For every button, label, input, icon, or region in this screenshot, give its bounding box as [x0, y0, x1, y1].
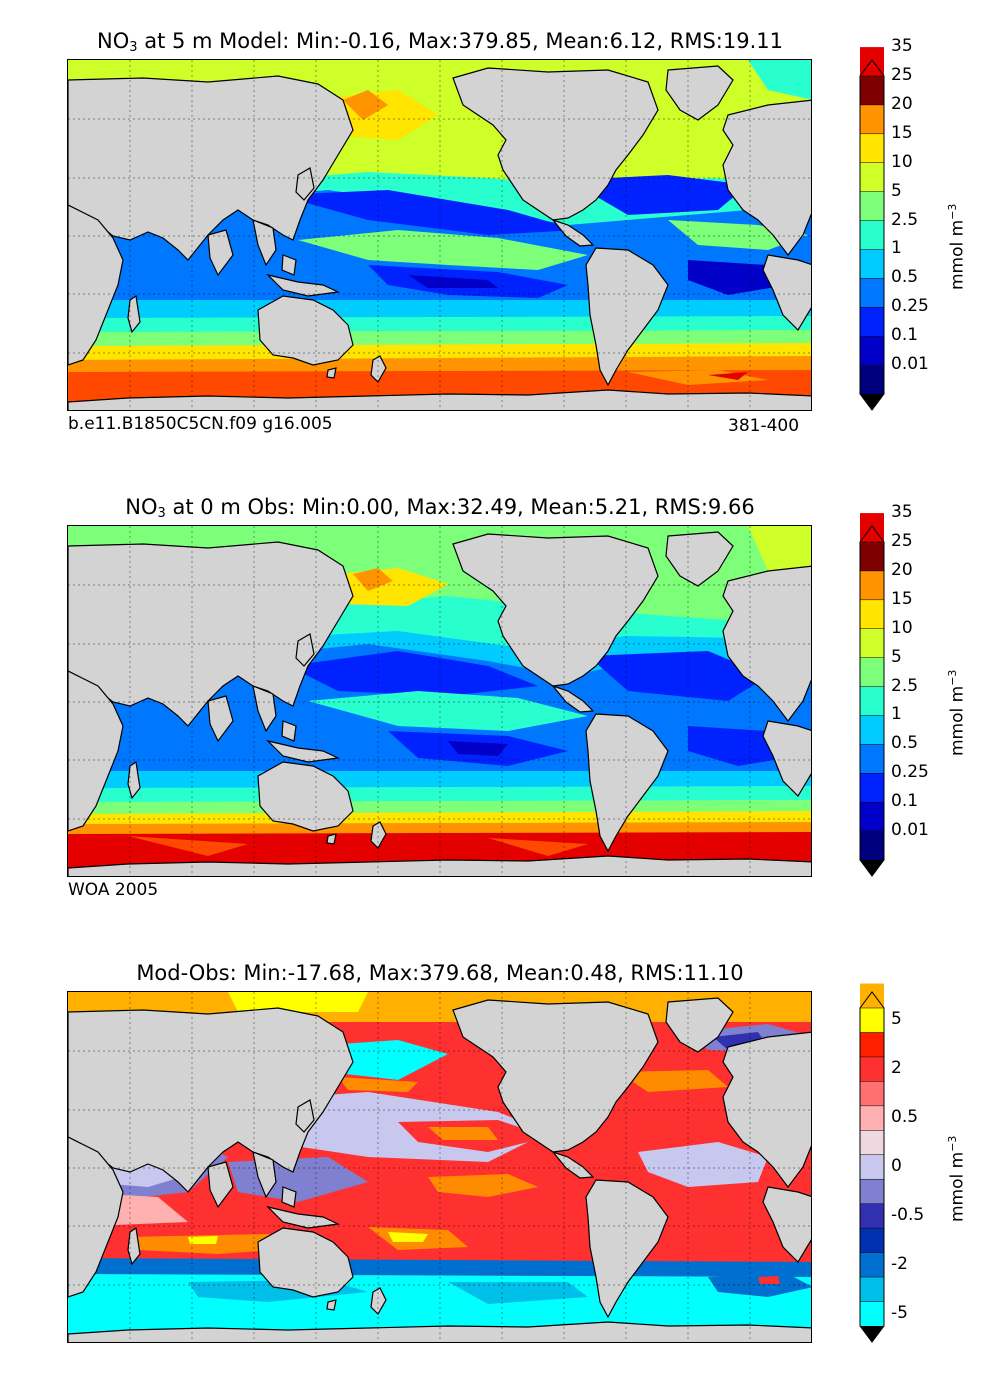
panel-title: NO3 at 0 m Obs: Min:0.00, Max:32.49, Mea…: [125, 495, 755, 521]
footer-case-name: b.e11.B1850C5CN.f09 g16.005: [68, 414, 333, 434]
colorbar-band: [860, 542, 884, 571]
colorbar-band: [860, 773, 884, 803]
colorbar-band: [860, 1179, 884, 1204]
colorbar-tick-label: 20: [891, 559, 913, 580]
colorbar-tick-label: 20: [891, 93, 913, 114]
colorbar-tick-label: 35: [891, 36, 913, 57]
colorbar-band: [860, 657, 884, 687]
panel-title: NO3 at 5 m Model: Min:-0.16, Max:379.85,…: [97, 29, 783, 55]
colorbar-tick-label: 0.01: [891, 354, 929, 375]
map-svg: [68, 526, 811, 876]
footer-source: WOA 2005: [68, 880, 159, 900]
colorbar-band: [860, 278, 884, 308]
colorbar-band: [860, 628, 884, 658]
colorbar-label: mmol m−3: [946, 669, 968, 756]
map-plot: [67, 59, 812, 411]
colorbar-tick-label: 0.5: [891, 1107, 919, 1128]
colorbar-band: [860, 249, 884, 279]
colorbar-tick-label: 10: [891, 617, 913, 638]
colorbar-label: mmol m−3: [946, 1135, 968, 1222]
panel-difference: Mod-Obs: Min:-17.68, Max:379.68, Mean:0.…: [0, 932, 1002, 1372]
colorbar-tick-label: 15: [891, 122, 913, 143]
colorbar-tick-label: 0.25: [891, 296, 929, 317]
map-plot: [67, 991, 812, 1343]
colorbar: [859, 47, 885, 411]
colorbar-band: [860, 104, 884, 134]
colorbar-band: [860, 802, 884, 832]
colorbar-svg: [859, 983, 885, 1343]
colorbar-band: [860, 570, 884, 600]
colorbar-tick-label: 5: [891, 1009, 902, 1030]
colorbar-band: [860, 715, 884, 745]
colorbar-band: [860, 336, 884, 366]
colorbar-band: [860, 1056, 884, 1082]
colorbar-outline: [859, 525, 885, 877]
colorbar-band: [860, 162, 884, 192]
footer-years: 381-400: [728, 416, 800, 436]
colorbar-outline: [859, 59, 885, 411]
colorbar-band: [860, 1203, 884, 1229]
colorbar-band: [860, 365, 884, 394]
colorbar-band: [860, 1081, 884, 1106]
colorbar-tick-label: 0: [891, 1156, 902, 1176]
map-svg: [68, 992, 811, 1342]
colorbar-tick-label: -2: [891, 1253, 908, 1274]
panel-title: Mod-Obs: Min:-17.68, Max:379.68, Mean:0.…: [136, 961, 744, 985]
colorbar-band: [860, 133, 884, 163]
colorbar-extend-min: [860, 1326, 884, 1342]
colorbar-band: [860, 76, 884, 105]
panel-model: NO3 at 5 m Model: Min:-0.16, Max:379.85,…: [0, 0, 1002, 460]
colorbar-band: [860, 1252, 884, 1278]
colorbar-outline: [859, 991, 885, 1343]
colorbar-tick-label: 25: [891, 65, 913, 85]
colorbar-band: [860, 1032, 884, 1057]
colorbar-band: [860, 599, 884, 629]
colorbar-tick-label: 0.5: [891, 267, 919, 288]
colorbar-tick-label: 0.25: [891, 762, 929, 783]
colorbar-band: [860, 744, 884, 774]
colorbar-extend-min: [860, 860, 884, 876]
colorbar-tick-label: 1: [891, 238, 902, 259]
colorbar-band: [860, 1301, 884, 1326]
colorbar-tick-label: 5: [891, 646, 902, 667]
colorbar-tick-label: 2.5: [891, 675, 919, 696]
colorbar-band: [860, 220, 884, 250]
colorbar-tick-label: 15: [891, 588, 913, 609]
colorbar-tick-label: 25: [891, 531, 913, 551]
colorbar-tick-label: 5: [891, 180, 902, 201]
colorbar-band: [860, 191, 884, 221]
colorbar: [859, 513, 885, 877]
colorbar-band: [860, 1105, 884, 1131]
colorbar-tick-label: -5: [891, 1302, 908, 1323]
colorbar-label: mmol m−3: [946, 203, 968, 290]
colorbar-band: [860, 1277, 884, 1302]
colorbar-band: [860, 1130, 884, 1155]
colorbar-tick-label: 0.01: [891, 820, 929, 841]
colorbar-band: [860, 307, 884, 337]
map-plot: [67, 525, 812, 877]
colorbar-tick-label: -0.5: [891, 1204, 925, 1225]
colorbar-extend-min: [860, 394, 884, 410]
colorbar-svg: [859, 513, 885, 877]
colorbar-tick-label: 2: [891, 1058, 902, 1079]
colorbar: [859, 983, 885, 1343]
colorbar-band: [860, 686, 884, 716]
colorbar-band: [860, 1154, 884, 1180]
panel-obs: NO3 at 0 m Obs: Min:0.00, Max:32.49, Mea…: [0, 466, 1002, 926]
colorbar-tick-label: 2.5: [891, 209, 919, 230]
colorbar-tick-label: 1: [891, 704, 902, 725]
colorbar-band: [860, 1228, 884, 1253]
colorbar-band: [860, 1008, 884, 1033]
map-svg: [68, 60, 811, 410]
colorbar-tick-label: 0.1: [891, 325, 919, 346]
colorbar-tick-label: 35: [891, 502, 913, 523]
colorbar-band: [860, 831, 884, 860]
colorbar-tick-label: 0.5: [891, 733, 919, 754]
colorbar-svg: [859, 47, 885, 411]
colorbar-tick-label: 0.1: [891, 791, 919, 812]
colorbar-tick-label: 10: [891, 151, 913, 172]
colorbar-band: [860, 983, 884, 1008]
